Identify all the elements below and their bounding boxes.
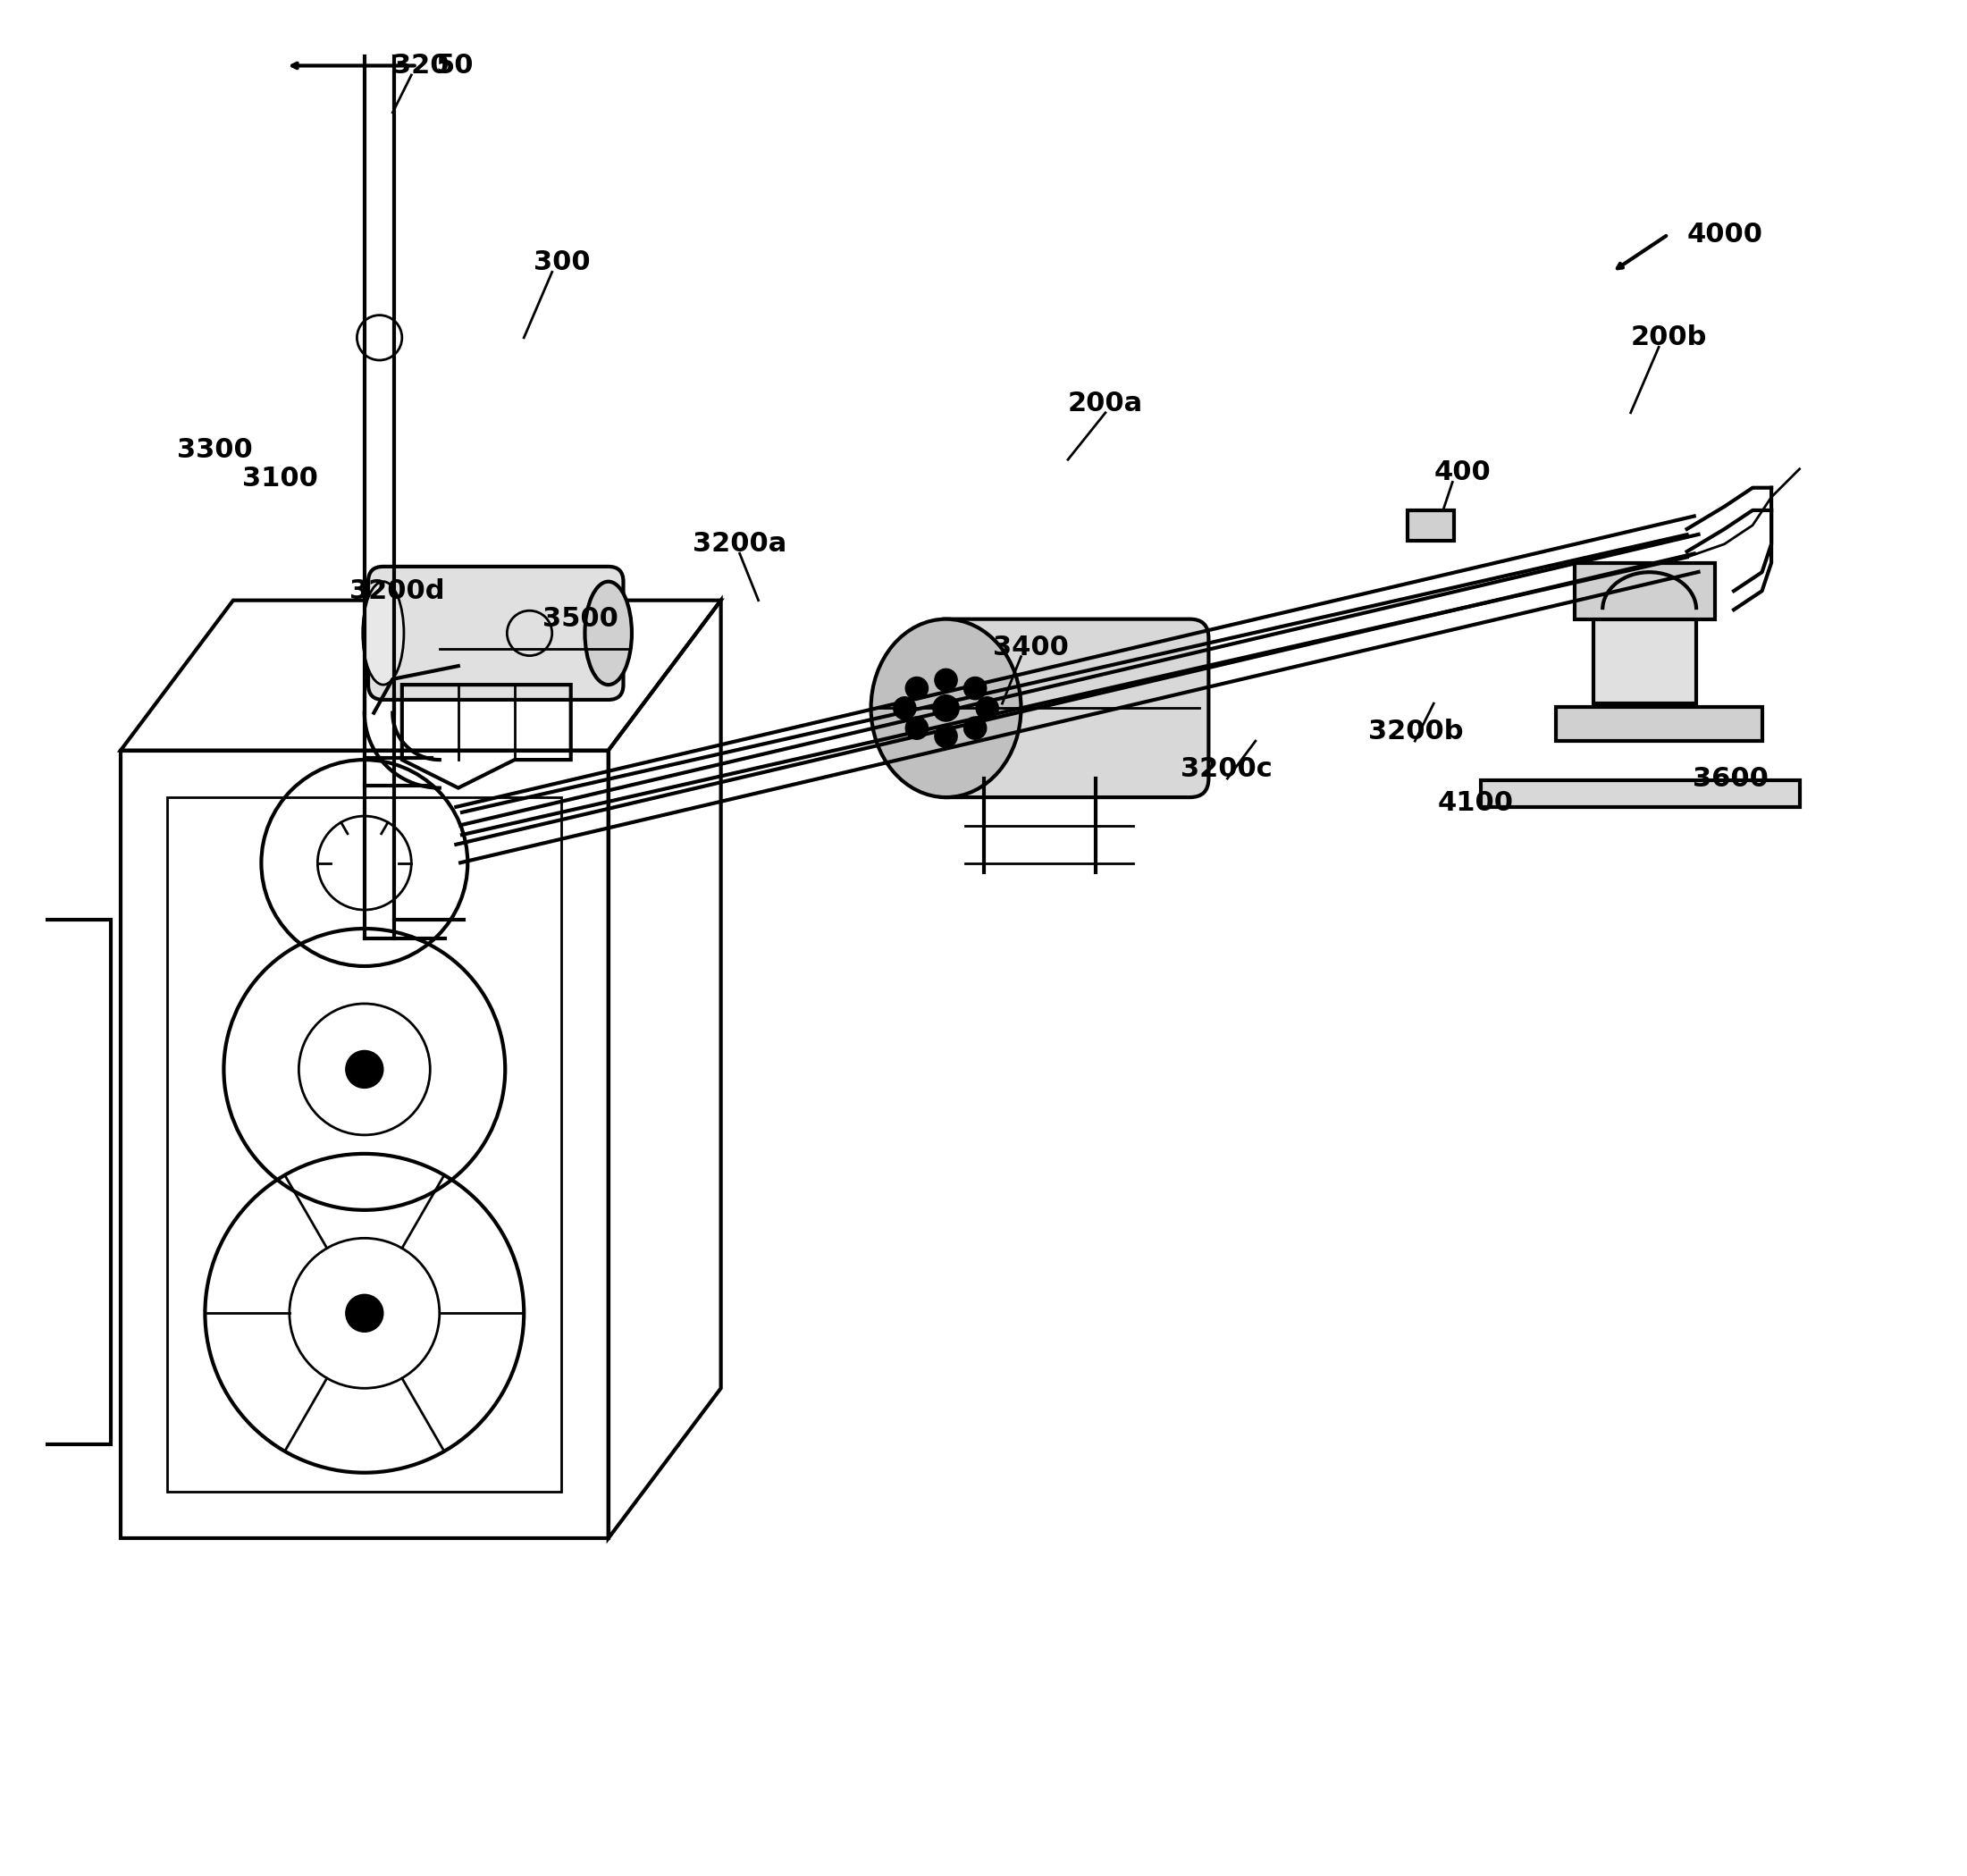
FancyBboxPatch shape	[1408, 510, 1454, 540]
Text: 400: 400	[1434, 460, 1491, 486]
Text: 3200b: 3200b	[1367, 719, 1463, 745]
Circle shape	[932, 696, 960, 722]
Ellipse shape	[362, 582, 403, 685]
Circle shape	[964, 677, 985, 700]
Circle shape	[893, 698, 917, 720]
Text: 3600: 3600	[1692, 765, 1768, 792]
Text: 3200d: 3200d	[350, 578, 445, 604]
Text: 4100: 4100	[1438, 790, 1513, 816]
FancyBboxPatch shape	[368, 567, 624, 700]
Text: 3100: 3100	[242, 465, 319, 492]
Text: 200a: 200a	[1068, 390, 1143, 416]
Text: 3400: 3400	[993, 634, 1068, 660]
Ellipse shape	[584, 582, 631, 685]
Text: 3500: 3500	[543, 606, 618, 632]
Circle shape	[905, 717, 928, 739]
Circle shape	[934, 726, 958, 749]
Circle shape	[905, 677, 928, 700]
Circle shape	[346, 1051, 384, 1088]
Text: 3300: 3300	[177, 437, 252, 463]
Ellipse shape	[871, 619, 1021, 797]
FancyBboxPatch shape	[1556, 707, 1762, 741]
Circle shape	[976, 698, 999, 720]
Circle shape	[934, 668, 958, 692]
Text: 3200c: 3200c	[1180, 756, 1273, 782]
Text: 3200a: 3200a	[692, 531, 787, 557]
FancyBboxPatch shape	[926, 619, 1208, 797]
Text: 200b: 200b	[1631, 325, 1707, 351]
Circle shape	[346, 1294, 384, 1332]
Text: 4000: 4000	[1688, 221, 1762, 248]
FancyBboxPatch shape	[1481, 780, 1800, 807]
Text: 50: 50	[437, 53, 474, 79]
Text: 320: 320	[393, 53, 448, 79]
FancyBboxPatch shape	[1593, 610, 1696, 704]
Text: 300: 300	[533, 250, 590, 276]
FancyBboxPatch shape	[1574, 563, 1715, 619]
Circle shape	[964, 717, 985, 739]
